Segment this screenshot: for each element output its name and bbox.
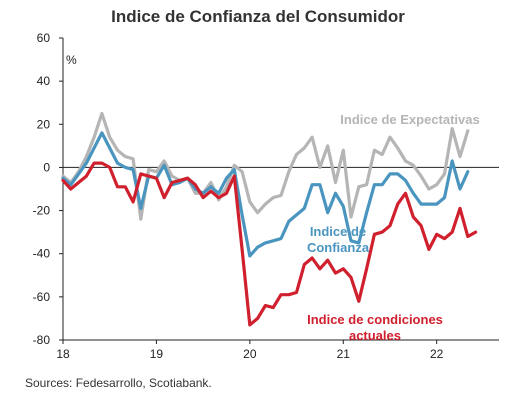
- series-label-1: Indice de Expectativas: [340, 112, 479, 127]
- x-tick-label: 20: [243, 347, 257, 361]
- series-label-line: Indice de Expectativas: [340, 112, 479, 127]
- chart-title: Indice de Confianza del Consumidor: [111, 7, 405, 26]
- unit-label: %: [66, 53, 77, 67]
- series-label-2: Indice de Confianza: [307, 224, 370, 255]
- y-tick-label: 20: [37, 117, 51, 131]
- x-tick-label: 18: [56, 347, 70, 361]
- y-tick-label: 40: [37, 74, 51, 88]
- y-tick-label: 60: [37, 31, 51, 45]
- y-tick-label: -40: [33, 247, 51, 261]
- y-tick-label: -80: [33, 333, 51, 347]
- series-line-1: [61, 111, 470, 221]
- series-label-line: Indice de condiciones: [307, 312, 443, 327]
- y-tick-label: -20: [33, 204, 51, 218]
- y-tick-label: 0: [43, 160, 50, 174]
- series-label-line: Confianza: [307, 240, 370, 255]
- series-label-3: Indice de condiciones actuales: [307, 312, 443, 343]
- series-label-line: actuales: [349, 328, 401, 343]
- x-tick-label: 21: [337, 347, 351, 361]
- source-note: Sources: Fedesarrollo, Scotiabank.: [25, 376, 212, 390]
- x-tick-label: 22: [430, 347, 444, 361]
- series-lines: [61, 111, 478, 327]
- series-line-3: [61, 161, 478, 327]
- series-label-line: Indice de: [310, 224, 366, 239]
- y-tick-label: -60: [33, 290, 51, 304]
- series-line-2: [61, 131, 470, 258]
- x-tick-label: 19: [150, 347, 164, 361]
- annotations: Indice de Expectativas Indice de Confianza…: [307, 112, 480, 343]
